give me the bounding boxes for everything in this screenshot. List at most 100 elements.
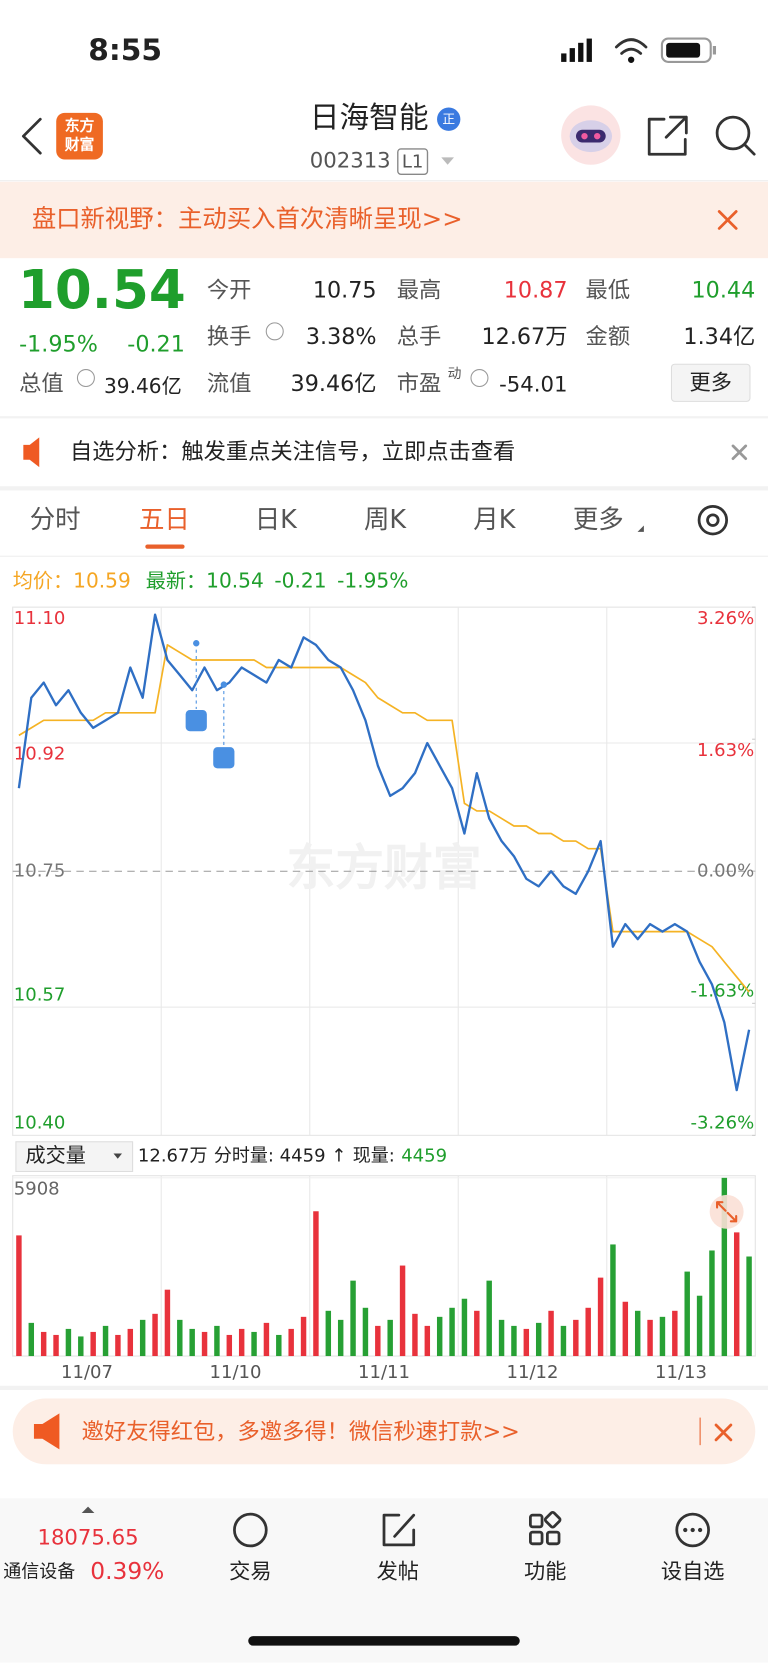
index-value[interactable]: 18075.65: [37, 1526, 138, 1551]
field-note: 动: [448, 366, 462, 382]
x-tick-label: 11/11: [358, 1362, 410, 1383]
volume-bar: [375, 1325, 381, 1357]
stock-code: 002313: [310, 149, 391, 174]
legend-name: 均价：: [13, 568, 73, 592]
tab-active[interactable]: 五日: [139, 505, 190, 535]
field-value: 10.75: [313, 278, 377, 304]
promo-text[interactable]: 邀好友得红包，多邀多得！微信秒速打款>>: [82, 1419, 520, 1445]
y-tick-label: 10.75: [14, 860, 66, 881]
legend-value: -1.95%: [337, 568, 408, 592]
back-button[interactable]: [21, 117, 42, 155]
settings-button[interactable]: [697, 504, 729, 536]
volume-bar: [300, 1316, 307, 1357]
tab[interactable]: 周K: [364, 505, 407, 535]
volume-bar: [189, 1328, 195, 1357]
nav-item[interactable]: 功能: [524, 1559, 566, 1584]
volume-bar: [461, 1298, 468, 1357]
volume-bar: [672, 1310, 678, 1357]
volume-summary: 12.67万 分时量: 4459 ↑ 现量: 4459: [138, 1146, 447, 1167]
series-line: [17, 613, 751, 1092]
dropdown[interactable]: [441, 157, 455, 165]
field-label: 总值: [19, 371, 64, 397]
volume-bar: [90, 1331, 96, 1357]
tab-underline: [145, 544, 185, 549]
volume-bar: [226, 1334, 233, 1357]
volume-bar: [659, 1316, 666, 1357]
expand-button[interactable]: [709, 1194, 744, 1229]
banner-text[interactable]: 盘口新视野：主动买入首次清晰呈现>>: [32, 204, 463, 233]
more-button-text[interactable]: 更多: [690, 370, 732, 395]
tab[interactable]: 分时: [30, 505, 81, 535]
volume-bar: [115, 1334, 121, 1357]
volume-bar: [139, 1319, 146, 1357]
y2-tick-label: -1.63%: [690, 981, 754, 1002]
nav-item[interactable]: 交易: [229, 1559, 271, 1584]
volume-bar: [28, 1322, 35, 1357]
y-tick-label: 10.92: [14, 744, 66, 765]
volume-bar: [610, 1244, 616, 1357]
volume-bar: [201, 1331, 208, 1357]
nav-item[interactable]: 设自选: [661, 1559, 725, 1584]
promo-bg[interactable]: [12, 1398, 756, 1465]
tab[interactable]: 更多: [573, 505, 624, 535]
volume-current: 4459: [401, 1146, 447, 1167]
volume-bar: [214, 1325, 220, 1357]
volume-bar: [684, 1271, 690, 1357]
volume-bar: [127, 1328, 134, 1357]
field-label: 最高: [397, 278, 442, 304]
legend-value: -0.21: [274, 568, 326, 592]
megaphone-icon: [33, 1413, 60, 1450]
price-plot: 11.10 10.92 10.75 10.57 10.40 3.26% 1.63% 0.00%…: [12, 606, 756, 1136]
volume-bar: [511, 1325, 517, 1357]
y2-tick-label: 0.00%: [697, 860, 754, 881]
volume-bar: [634, 1310, 641, 1357]
info-icon[interactable]: [470, 369, 489, 388]
watermark: 东方财富: [286, 839, 481, 896]
info-icon[interactable]: [265, 322, 284, 341]
banner-close[interactable]: [717, 210, 738, 230]
status-time: 8:55: [88, 33, 162, 68]
notice-close[interactable]: [731, 444, 748, 461]
volume-bar: [337, 1319, 344, 1357]
nav-item[interactable]: 发帖: [377, 1559, 419, 1584]
assistant-avatar[interactable]: [561, 105, 621, 165]
volume-bar: [350, 1280, 356, 1357]
share-button[interactable]: [647, 115, 688, 156]
y2-tick-label: 1.63%: [697, 740, 754, 761]
more-button[interactable]: [670, 363, 751, 402]
divider: [0, 486, 768, 491]
y-tick-label: 10.40: [14, 1113, 66, 1134]
volume-bar: [721, 1177, 728, 1357]
volume-selector[interactable]: [15, 1141, 134, 1173]
volume-bar: [486, 1280, 492, 1357]
volume-bar: [548, 1310, 554, 1357]
logo-text: 东方: [65, 117, 95, 135]
field-value: -54.01: [499, 372, 567, 397]
promo-close[interactable]: [714, 1423, 733, 1442]
tab[interactable]: 月K: [473, 505, 516, 535]
volume-bar: [16, 1235, 22, 1357]
notice-text[interactable]: 自选分析：触发重点关注信号，立即点击查看: [70, 439, 515, 465]
volume-bar: [424, 1325, 431, 1357]
volume-bar: [276, 1334, 282, 1357]
x-tick-label: 11/13: [655, 1362, 707, 1383]
speaker-icon: [23, 437, 40, 468]
logo-text: 财富: [65, 136, 95, 154]
volume-bar: [288, 1328, 294, 1357]
volume-bar: [399, 1265, 406, 1357]
info-icon[interactable]: [76, 369, 95, 388]
search-button[interactable]: [715, 115, 756, 156]
legend-value: 10.59: [73, 568, 131, 592]
banner-bg: [0, 181, 768, 259]
y-tick-label: 5908: [14, 1179, 60, 1200]
volume-bar: [622, 1301, 629, 1357]
app-logo: 东方 财富: [56, 112, 103, 160]
field-value: 3.38%: [306, 324, 377, 350]
volume-bar: [387, 1319, 393, 1357]
field-label: 市盈: [397, 371, 442, 397]
tab[interactable]: 日K: [255, 505, 298, 535]
y2-tick-label: -3.26%: [690, 1113, 754, 1134]
volume-title[interactable]: 成交量: [25, 1143, 85, 1167]
